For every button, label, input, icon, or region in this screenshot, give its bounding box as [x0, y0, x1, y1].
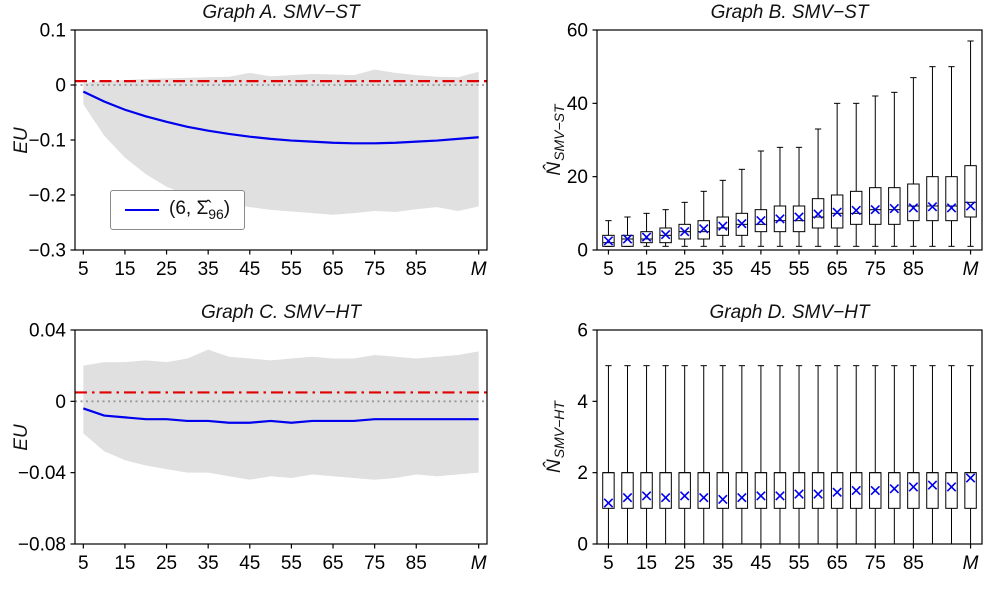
svg-text:0.04: 0.04 [29, 321, 66, 342]
svg-text:0.1: 0.1 [40, 21, 66, 42]
svg-text:75: 75 [364, 259, 385, 280]
svg-text:6: 6 [577, 321, 588, 342]
legend: (6, Σ̂96) [110, 190, 246, 230]
svg-text:75: 75 [364, 553, 385, 574]
svg-text:85: 85 [903, 553, 924, 574]
svg-text:0: 0 [55, 76, 66, 97]
svg-text:25: 25 [674, 553, 695, 574]
svg-text:15: 15 [636, 553, 657, 574]
svg-text:0: 0 [55, 392, 66, 413]
svg-text:55: 55 [788, 259, 809, 280]
plot-canvas-graph-c: 5 15 25 35 45 55 65 75 85 M 0.04 0 −0.04 −0.08 [18, 321, 488, 574]
svg-text:45: 45 [750, 553, 771, 574]
svg-text:15: 15 [636, 259, 657, 280]
svg-text:85: 85 [406, 259, 427, 280]
svg-text:65: 65 [322, 553, 343, 574]
svg-text:55: 55 [788, 553, 809, 574]
svg-text:35: 35 [198, 259, 219, 280]
svg-text:60: 60 [567, 21, 588, 42]
svg-text:−0.1: −0.1 [28, 131, 66, 152]
panel-graph-c: Graph C. SMV−HT EU 5 15 25 35 45 55 65 75 85 M 0.0… [0, 296, 497, 591]
svg-text:65: 65 [322, 259, 343, 280]
svg-text:25: 25 [156, 553, 177, 574]
panel-graph-a: Graph A. SMV−ST EU 5 15 25 35 45 55 65 75 85 M 0.1… [0, 0, 497, 296]
svg-text:4: 4 [577, 392, 588, 413]
panel-graph-b: Graph B. SMV−ST N̂SMV−ST 5 15 25 35 45 55 65 75… [497, 0, 995, 296]
svg-text:M: M [963, 553, 979, 574]
legend-line-swatch [125, 208, 159, 211]
svg-text:M: M [471, 259, 487, 280]
svg-text:45: 45 [239, 259, 260, 280]
chart-title-graph-c: Graph C. SMV−HT [201, 302, 361, 323]
panel-graph-d: Graph D. SMV−HT N̂SMV−HT 5 15 25 35 45 55 65 75… [497, 296, 995, 591]
svg-text:35: 35 [712, 553, 733, 574]
svg-text:25: 25 [674, 259, 695, 280]
svg-text:0: 0 [577, 535, 588, 556]
legend-label: (6, Σ̂96) [169, 198, 231, 222]
svg-text:M: M [963, 259, 979, 280]
svg-text:0: 0 [577, 241, 588, 262]
svg-text:−0.04: −0.04 [18, 463, 67, 484]
chart-title-graph-d: Graph D. SMV−HT [709, 302, 870, 323]
svg-text:55: 55 [281, 259, 302, 280]
svg-text:35: 35 [712, 259, 733, 280]
svg-text:−0.3: −0.3 [28, 241, 66, 262]
svg-text:65: 65 [827, 259, 848, 280]
svg-text:40: 40 [567, 94, 588, 115]
svg-text:15: 15 [114, 259, 135, 280]
svg-text:35: 35 [198, 553, 219, 574]
svg-text:5: 5 [78, 259, 89, 280]
svg-text:20: 20 [567, 167, 588, 188]
svg-text:5: 5 [603, 553, 614, 574]
svg-text:75: 75 [865, 259, 886, 280]
plot-canvas-graph-a: 5 15 25 35 45 55 65 75 85 M 0.1 0 −0.1 −0.2 −0.3 [28, 21, 488, 280]
svg-text:M: M [471, 553, 487, 574]
svg-text:5: 5 [78, 553, 89, 574]
svg-text:−0.08: −0.08 [18, 535, 66, 556]
svg-text:15: 15 [114, 553, 135, 574]
plot-canvas-graph-b: 5 15 25 35 45 55 65 75 85 M 0 20 40 60 [567, 21, 983, 280]
svg-text:65: 65 [827, 553, 848, 574]
svg-text:−0.2: −0.2 [28, 186, 66, 207]
chart-title-graph-b: Graph B. SMV−ST [710, 2, 869, 23]
svg-text:5: 5 [603, 259, 614, 280]
chart-title-graph-a: Graph A. SMV−ST [202, 2, 360, 23]
svg-text:25: 25 [156, 259, 177, 280]
svg-text:85: 85 [903, 259, 924, 280]
svg-text:55: 55 [281, 553, 302, 574]
plot-canvas-graph-d: 5 15 25 35 45 55 65 75 85 M 0 2 4 6 [577, 321, 983, 574]
svg-text:45: 45 [750, 259, 771, 280]
svg-text:75: 75 [865, 553, 886, 574]
svg-text:85: 85 [406, 553, 427, 574]
svg-text:2: 2 [577, 463, 588, 484]
svg-text:45: 45 [239, 553, 260, 574]
